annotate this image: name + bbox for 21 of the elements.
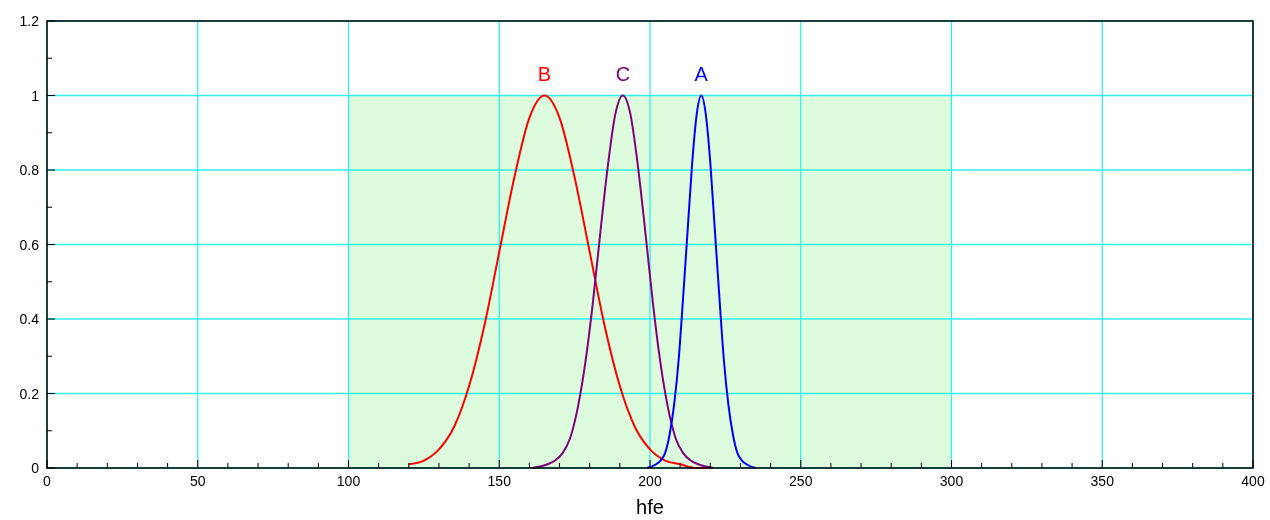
line-series xyxy=(645,94,757,469)
x-tick-label: 100 xyxy=(336,473,361,489)
series-label: A xyxy=(694,62,709,85)
x-axis-title: hfe xyxy=(636,496,664,518)
x-tick-label: 150 xyxy=(487,473,512,489)
y-tick-label: 0 xyxy=(31,460,40,476)
y-tick-label: 0.8 xyxy=(19,162,40,178)
x-tick-label: 200 xyxy=(638,473,662,489)
y-tick-label: 0.2 xyxy=(19,385,40,402)
series-label: B xyxy=(537,62,552,85)
y-tick-label: 0.6 xyxy=(19,236,40,253)
x-tick-label: 50 xyxy=(189,473,206,489)
y-tick-label: 1 xyxy=(31,87,40,104)
x-tick-label: 0 xyxy=(43,473,52,489)
x-tick-label: 350 xyxy=(1090,473,1115,489)
x-tick-label: 400 xyxy=(1241,473,1265,489)
y-tick-label: 1.2 xyxy=(19,13,40,29)
series-label: C xyxy=(615,62,631,85)
x-tick-label: 250 xyxy=(789,473,813,489)
x-tick-label: 300 xyxy=(939,473,964,489)
y-tick-label: 0.4 xyxy=(19,311,40,327)
